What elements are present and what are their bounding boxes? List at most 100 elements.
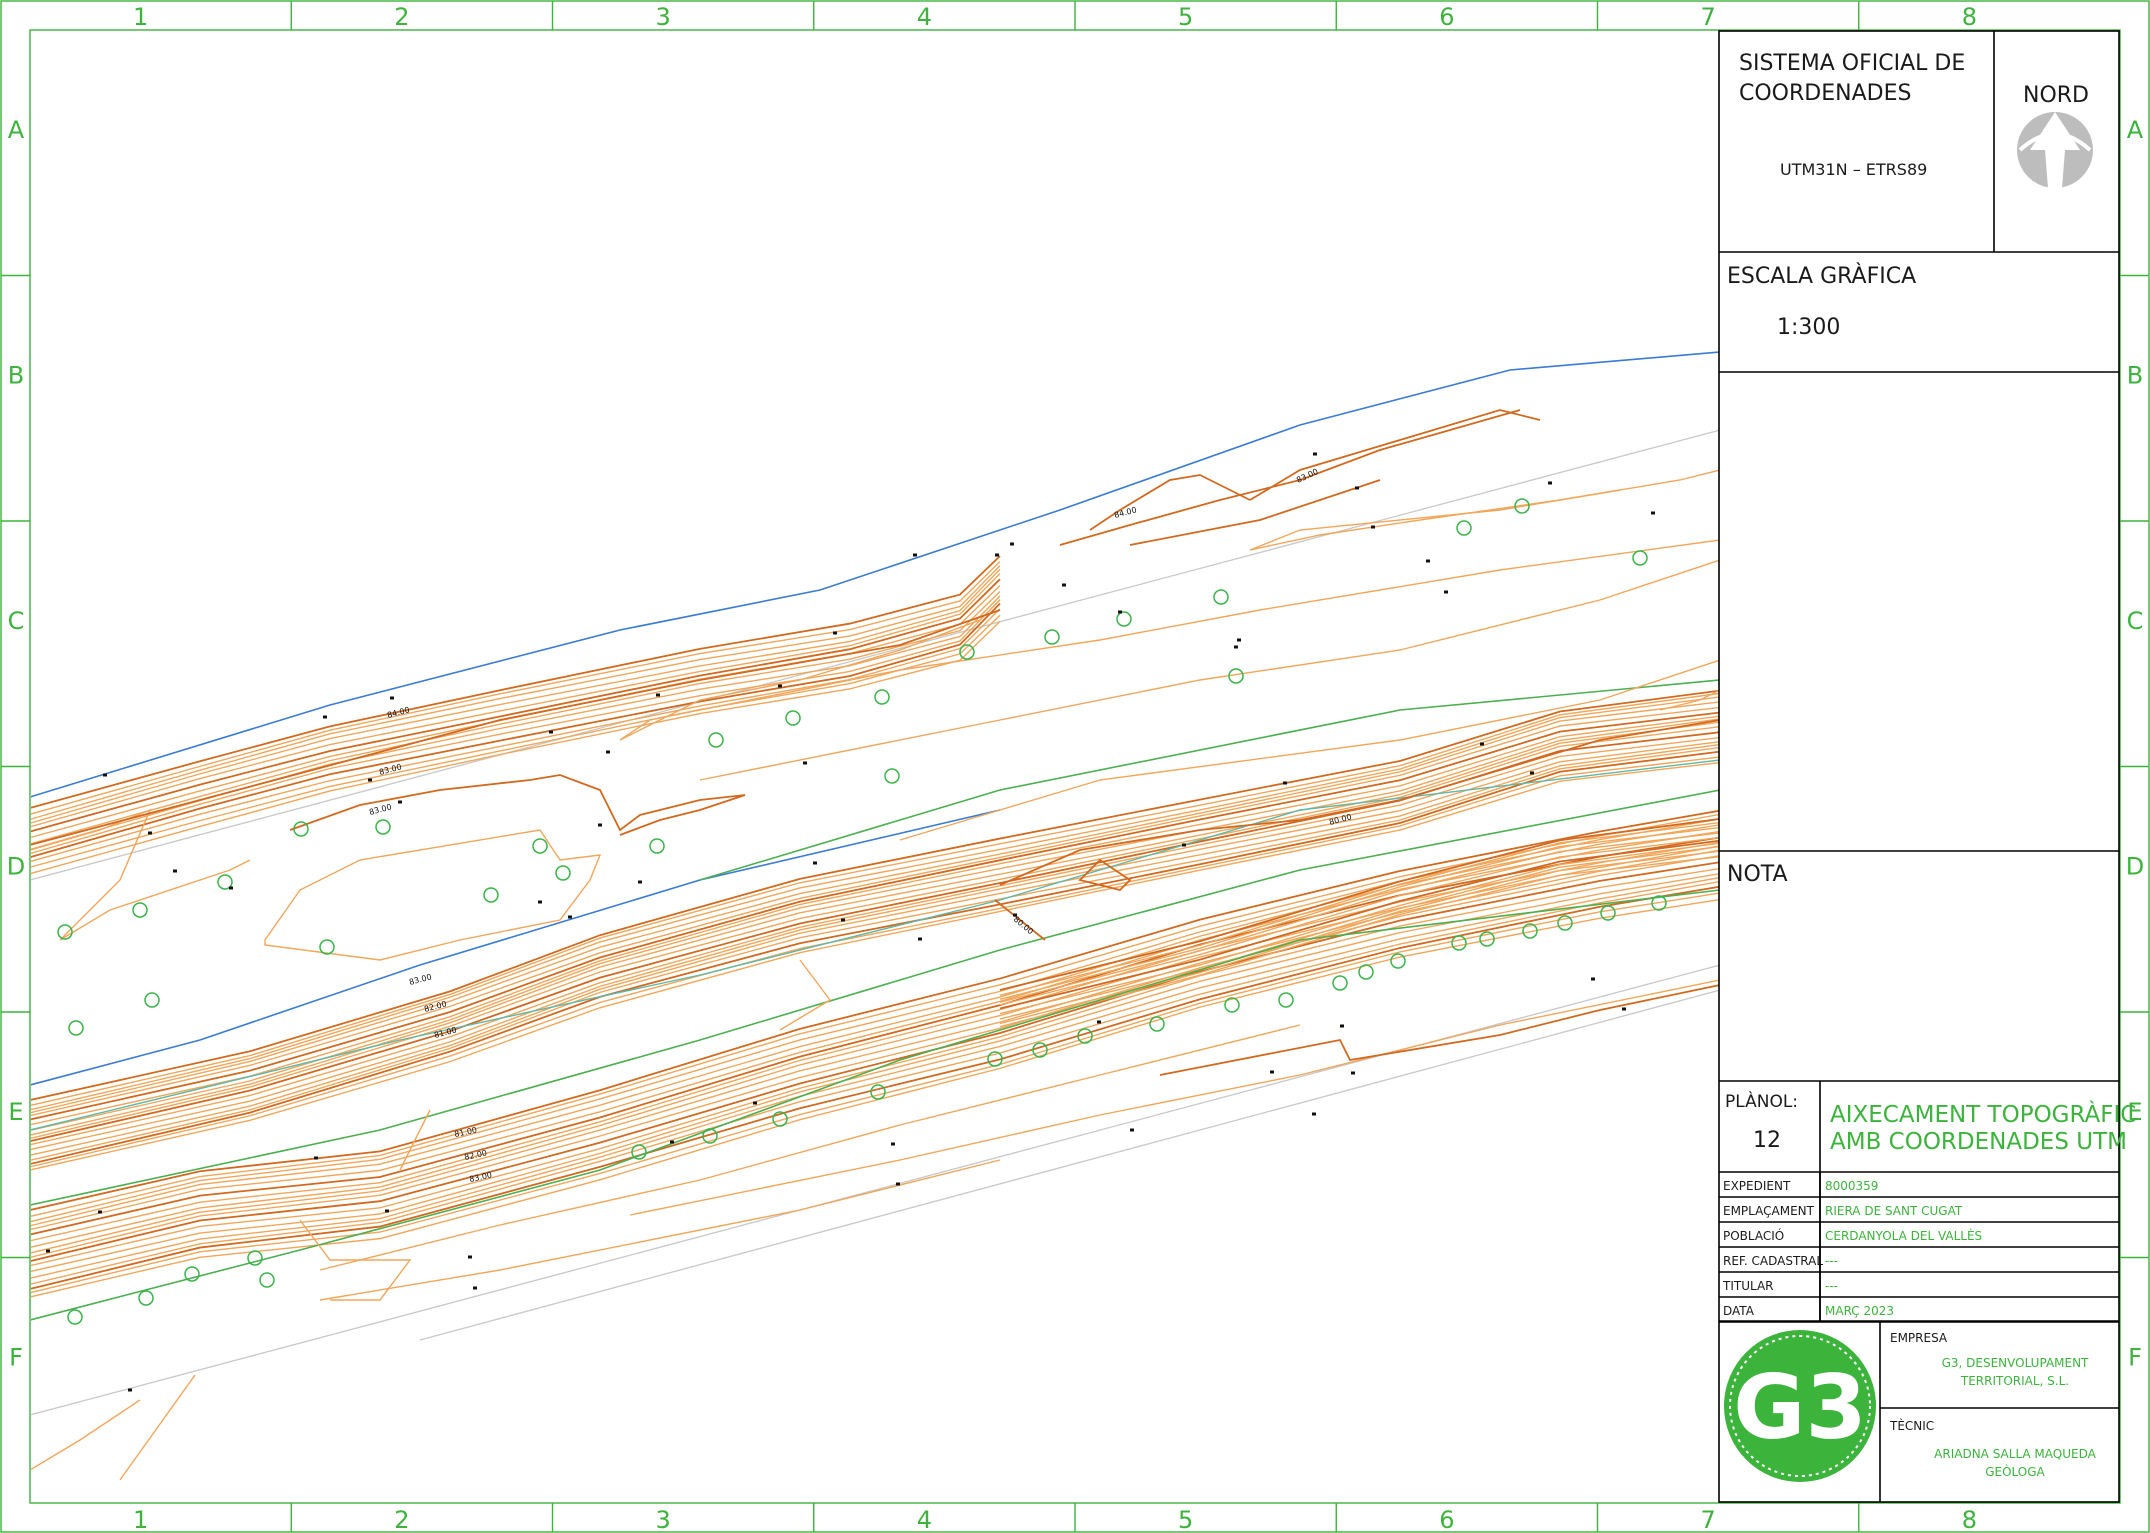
contour-line [31, 565, 1001, 820]
contour-lines-channel [31, 689, 1719, 1171]
field-value: --- [1825, 1254, 1838, 1268]
contour-line [31, 689, 1719, 1101]
grid-column-label-top: 7 [1700, 3, 1715, 31]
grid-row-label-left: C [8, 607, 25, 635]
survey-point [656, 693, 660, 697]
tree-icon [1224, 997, 1240, 1013]
survey-point [813, 861, 817, 865]
survey-point [1651, 511, 1655, 515]
contour-line [31, 736, 1719, 1146]
survey-point [891, 1142, 895, 1146]
survey-point [1234, 645, 1238, 649]
tree-icon [772, 1111, 788, 1127]
field-label: POBLACIÓ [1723, 1228, 1784, 1243]
survey-point [1548, 481, 1552, 485]
contour-line [31, 560, 1001, 815]
survey-point [1480, 742, 1484, 746]
tree-icon [874, 689, 890, 705]
field-value: MARÇ 2023 [1825, 1304, 1894, 1318]
contour-line [999, 856, 1719, 1028]
tree-icon [247, 1250, 263, 1266]
grid-column-label-top: 6 [1439, 3, 1454, 31]
survey-point [1313, 452, 1317, 456]
tree-icon [1228, 668, 1244, 684]
parcel-boundary-line [31, 351, 1719, 798]
field-label: DATA [1723, 1304, 1755, 1318]
survey-point [753, 1101, 757, 1105]
survey-point [1622, 1007, 1626, 1011]
survey-point [638, 880, 642, 884]
survey-point [918, 937, 922, 941]
contour-line [31, 868, 1719, 1267]
tree-icon [57, 924, 73, 940]
grid-column-label-bottom: 5 [1178, 1506, 1193, 1533]
index-contours [31, 409, 1719, 1076]
grid-row-label-left: B [8, 361, 24, 389]
grid-column-label-bottom: 6 [1439, 1506, 1454, 1533]
contour-line [31, 718, 1719, 1131]
contour-line [31, 726, 1719, 1139]
survey-point [1010, 542, 1014, 546]
survey-point [1283, 781, 1287, 785]
contour-line [31, 746, 1719, 1161]
tree-icon [293, 821, 309, 837]
survey-point [1130, 1128, 1134, 1132]
contour-line [31, 824, 1719, 1227]
contour-labels: 84.00 83.00 83.00 84.00 83.00 83.00 82.0… [368, 467, 1352, 1184]
grid-row-label-left: D [7, 852, 25, 880]
contour-line [31, 614, 1001, 868]
tree-icon [555, 865, 571, 881]
tree-icon [1557, 915, 1573, 931]
tree-icon [1600, 905, 1616, 921]
contour-line [999, 826, 1719, 1001]
tree-icon [987, 1051, 1003, 1067]
plan-label: PLÀNOL: [1725, 1090, 1798, 1112]
tree-icon [1332, 975, 1348, 991]
survey-point [173, 869, 177, 873]
survey-point [549, 730, 553, 734]
contour-line [31, 608, 1001, 862]
survey-point [1351, 1071, 1355, 1075]
survey-point [46, 1249, 50, 1253]
grid-column-label-bottom: 4 [917, 1506, 932, 1533]
grid-column-label-top: 5 [1178, 3, 1193, 31]
contour-label: 84.00 [1113, 505, 1137, 520]
map-area: 84.00 83.00 83.00 84.00 83.00 83.00 82.0… [31, 351, 1719, 1481]
technician-role: GEÒLOGA [1985, 1464, 2045, 1479]
tree-icon [884, 768, 900, 784]
survey-point [323, 715, 327, 719]
grid-column-label-top: 2 [394, 3, 409, 31]
contour-line [31, 620, 1001, 875]
tree-icon [1522, 923, 1538, 939]
tree-icon [184, 1266, 200, 1282]
contour-line [31, 706, 1719, 1117]
grid-row-labels: A A B B C C D D E E F F [7, 116, 2144, 1372]
tree-icon [1390, 953, 1406, 969]
tree-icon [68, 1020, 84, 1036]
tree-icon [1451, 935, 1467, 951]
survey-point [803, 761, 807, 765]
survey-point [670, 1140, 674, 1144]
tree-icon [259, 1272, 275, 1288]
survey-point [103, 773, 107, 777]
grid-column-label-bottom: 2 [394, 1506, 409, 1533]
contour-line [31, 555, 1001, 809]
survey-point [1270, 1070, 1274, 1074]
contour-line [31, 756, 1719, 1168]
coord-system-title-line1: SISTEMA OFICIAL DE [1739, 51, 1965, 76]
contour-line [31, 585, 1001, 839]
company-logo: G3 [1724, 1330, 1876, 1482]
tree-icon [1213, 589, 1229, 605]
tree-icon [67, 1309, 83, 1325]
survey-point [1062, 583, 1066, 587]
survey-point [913, 553, 917, 557]
survey-point [368, 778, 372, 782]
contour-line [31, 809, 1719, 1211]
contour-line [31, 692, 1719, 1106]
contour-label: 81.00 [454, 1125, 478, 1139]
tree-icon [785, 710, 801, 726]
contour-line [31, 590, 1001, 845]
field-label: REF. CADASTRAL [1723, 1254, 1823, 1268]
contour-lines-loose [31, 469, 1719, 1481]
